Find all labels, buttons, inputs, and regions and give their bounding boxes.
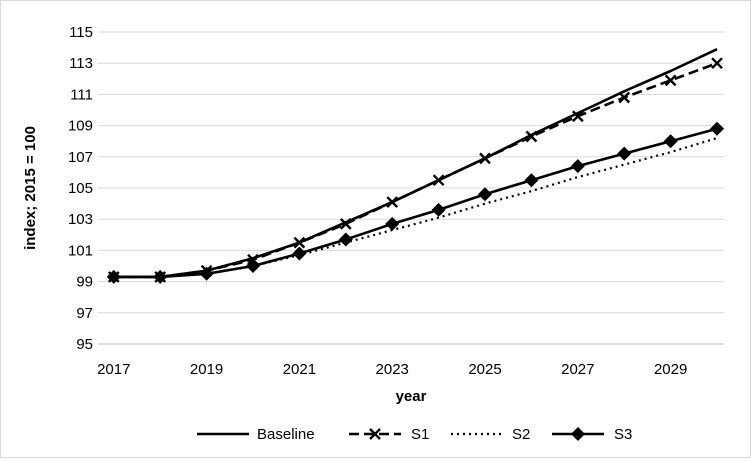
x-tick-label: 2023 — [376, 361, 409, 378]
legend-item-s2: S2 — [451, 426, 530, 443]
legend-item-s3: S3 — [552, 426, 632, 443]
data-point-x-marker — [339, 218, 352, 230]
data-point-diamond-marker — [570, 159, 585, 174]
data-point-x-marker — [432, 174, 445, 187]
legend: Baseline S1 S2 S3 — [197, 426, 632, 443]
data-point-diamond-marker — [106, 269, 121, 284]
data-point-diamond-marker — [338, 232, 353, 247]
legend-label: S3 — [614, 426, 632, 443]
data-point-diamond-marker — [710, 121, 725, 136]
x-tick-label: 2029 — [654, 361, 687, 378]
legend-label: S1 — [411, 426, 429, 443]
data-point-x-marker — [479, 152, 491, 165]
series-s2 — [113, 137, 718, 279]
data-point-x-marker — [711, 57, 723, 70]
y-tick-label: 95 — [76, 336, 93, 353]
x-tick-label: 2019 — [190, 361, 223, 378]
data-point-diamond-marker — [524, 173, 539, 188]
data-point-x-marker — [293, 236, 306, 249]
data-point-diamond-marker — [663, 134, 678, 149]
data-point-diamond-marker — [571, 427, 585, 441]
y-axis-ticks: 95 97 99 101 103 105 107 109 111 113 115 — [68, 24, 93, 353]
legend-label: S2 — [512, 426, 530, 443]
y-tick-label: 109 — [68, 118, 93, 135]
series-line-s2 — [113, 137, 718, 279]
x-axis-title: year — [396, 388, 427, 405]
data-point-diamond-marker — [199, 266, 214, 281]
series-s1 — [107, 57, 723, 283]
data-point-diamond-marker — [245, 259, 260, 273]
y-tick-label: 105 — [68, 180, 93, 197]
data-point-diamond-marker — [153, 269, 168, 284]
series-line-s1 — [113, 61, 718, 279]
series-baseline — [113, 47, 718, 279]
data-point-diamond-marker — [617, 146, 632, 161]
data-point-x-marker — [571, 110, 584, 123]
x-axis-ticks: 2017 2019 2021 2023 2025 2027 2029 — [97, 361, 687, 378]
data-point-diamond-marker — [292, 246, 307, 261]
y-tick-label: 97 — [76, 305, 93, 322]
data-point-x-marker — [525, 130, 538, 143]
data-point-diamond-marker — [385, 216, 400, 231]
data-point-x-marker — [369, 428, 381, 440]
x-tick-label: 2021 — [283, 361, 316, 378]
data-point-x-marker — [618, 91, 631, 104]
y-axis-title: index; 2015 = 100 — [22, 126, 39, 250]
series-line-s3 — [113, 127, 718, 279]
data-point-x-marker — [664, 74, 677, 87]
y-tick-label: 103 — [68, 211, 93, 228]
x-tick-label: 2017 — [97, 361, 130, 378]
y-tick-label: 107 — [68, 149, 93, 166]
legend-label: Baseline — [257, 426, 315, 443]
series-line-baseline — [113, 47, 718, 279]
data-point-x-marker — [386, 196, 399, 208]
data-point-diamond-marker — [431, 202, 446, 217]
x-tick-label: 2025 — [468, 361, 501, 378]
y-tick-label: 99 — [76, 274, 93, 291]
y-tick-label: 113 — [69, 55, 93, 72]
data-point-diamond-marker — [478, 187, 493, 202]
legend-item-baseline: Baseline — [197, 426, 315, 443]
gridlines — [98, 31, 724, 314]
y-tick-label: 101 — [68, 242, 93, 259]
legend-item-s1: S1 — [349, 426, 429, 443]
series-s3 — [106, 121, 725, 284]
x-tick-label: 2027 — [561, 361, 594, 378]
series-layer — [106, 47, 725, 284]
y-tick-label: 115 — [69, 24, 93, 41]
y-tick-label: 111 — [70, 86, 93, 103]
